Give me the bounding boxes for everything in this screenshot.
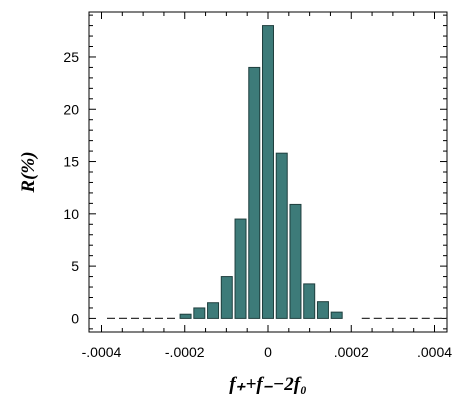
y-tick-label: 5 [71,258,79,274]
bar [207,302,220,319]
y-tick-label: 0 [71,310,79,326]
bar [248,66,261,319]
bar [220,276,233,319]
x-tick-label: -.0004 [82,344,122,360]
y-tick-label: 15 [63,154,79,170]
axis-ticks [89,12,447,332]
x-tick-labels: -.0004 -.0002 0 .0002 .0004 [82,344,453,360]
y-tick-label: 20 [63,101,79,117]
y-tick-label: 25 [63,49,79,65]
bar [262,25,274,319]
y-axis-title: R(%) [18,151,39,193]
bar [303,283,316,319]
x-tick-label: .0002 [334,344,369,360]
bars [179,25,343,319]
bar [330,311,343,319]
x-tick-label: .0004 [417,344,452,360]
bar [179,313,192,319]
bar [316,301,329,319]
x-tick-label: -.0002 [165,344,205,360]
y-tick-labels: 0 5 10 15 20 25 [63,49,79,326]
bar [275,152,288,319]
x-tick-label: 0 [264,344,272,360]
bar [289,203,302,319]
x-axis-title: f₊+f₋−2f₀ [229,374,307,395]
bar [234,218,247,319]
y-tick-label: 10 [63,206,79,222]
bar [193,307,206,319]
